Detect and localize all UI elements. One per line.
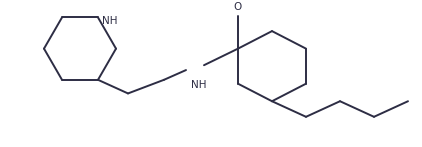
Text: NH: NH (191, 80, 206, 90)
Text: NH: NH (102, 16, 117, 26)
Text: O: O (234, 2, 242, 12)
